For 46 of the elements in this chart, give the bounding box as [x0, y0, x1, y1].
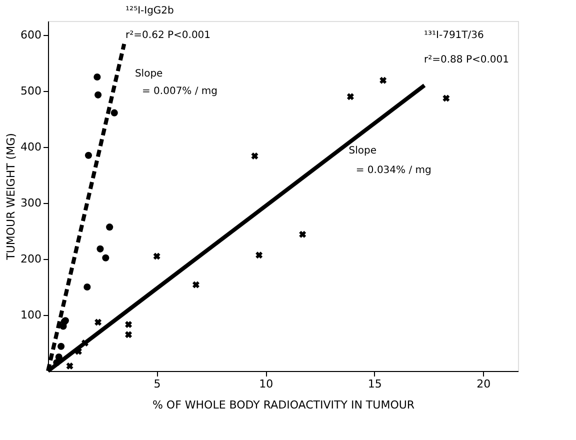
- y-tick-label: 600: [20, 28, 42, 42]
- point: [256, 252, 263, 259]
- point: [251, 152, 258, 160]
- annotation: r²=0.88 P<0.001: [424, 54, 509, 66]
- x-tick-label: 15: [368, 378, 382, 390]
- y-axis-title: TUMOUR WEIGHT (MG): [4, 133, 18, 261]
- point: [102, 254, 110, 262]
- point: [66, 362, 74, 370]
- annotation: Slope: [134, 68, 163, 80]
- point: [299, 230, 306, 238]
- point: [153, 252, 160, 260]
- point: [106, 224, 114, 231]
- y-tick-label: 300: [20, 196, 42, 210]
- point: [53, 359, 60, 366]
- point: [60, 322, 67, 330]
- annotation: = 0.007% / mg: [142, 86, 218, 97]
- point: [58, 342, 65, 350]
- y-tick-label: 400: [20, 140, 42, 154]
- point: [125, 331, 132, 338]
- point: [192, 281, 200, 288]
- point: [74, 348, 82, 355]
- point: [94, 318, 102, 326]
- point: [110, 109, 118, 116]
- annotation: = 0.034% / mg: [356, 164, 432, 176]
- point: [84, 152, 92, 159]
- point: [94, 91, 102, 98]
- y-tick-label: 500: [20, 84, 42, 98]
- point: [55, 353, 62, 361]
- text: ¹²⁵I-IgG2b: [126, 6, 174, 16]
- point: [94, 73, 101, 81]
- x-tick-label: 5: [154, 378, 161, 390]
- point: [96, 245, 104, 252]
- point: [380, 76, 387, 84]
- point: [84, 283, 91, 291]
- point: [125, 321, 132, 328]
- y-tick-label: 200: [20, 252, 42, 266]
- x-axis-title: % OF WHOLE BODY RADIOACTIVITY IN TUMOUR: [152, 398, 415, 412]
- annotation: r²=0.62 P<0.001: [126, 30, 211, 41]
- point: [442, 94, 450, 102]
- annotation: ¹³¹I-791T/36: [424, 30, 484, 41]
- y-tick-label: 100: [20, 308, 42, 322]
- annotation: Slope: [348, 146, 377, 156]
- x-tick-label: 20: [476, 378, 491, 390]
- point: [346, 93, 354, 100]
- point: [81, 340, 88, 346]
- x-tick-label: 10: [259, 378, 274, 390]
